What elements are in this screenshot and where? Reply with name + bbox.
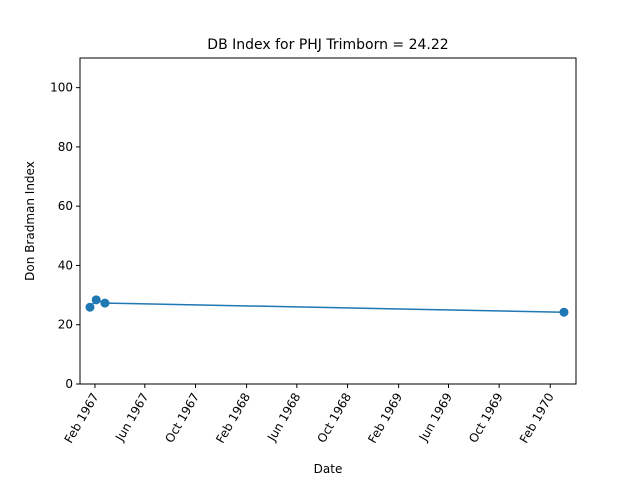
y-tick-label: 20	[58, 318, 73, 332]
plot-frame	[79, 57, 577, 385]
y-axis-label: Don Bradman Index	[23, 161, 37, 281]
y-tick-label: 100	[50, 81, 73, 95]
series-group	[85, 295, 569, 317]
data-point	[100, 298, 110, 308]
x-axis-label: Date	[314, 462, 343, 476]
plot-area	[80, 58, 576, 384]
y-tick-label: 0	[65, 377, 73, 391]
y-tick-label: 60	[58, 199, 73, 213]
data-point	[85, 302, 95, 312]
y-tick-label: 40	[58, 258, 73, 272]
chart-title: DB Index for PHJ Trimborn = 24.22	[207, 37, 448, 53]
series-line	[89, 298, 565, 313]
data-point	[91, 295, 101, 305]
y-axis: 0 20 40 60 80 100	[50, 81, 80, 391]
y-tick-label: 80	[58, 140, 73, 154]
data-point	[559, 307, 569, 317]
